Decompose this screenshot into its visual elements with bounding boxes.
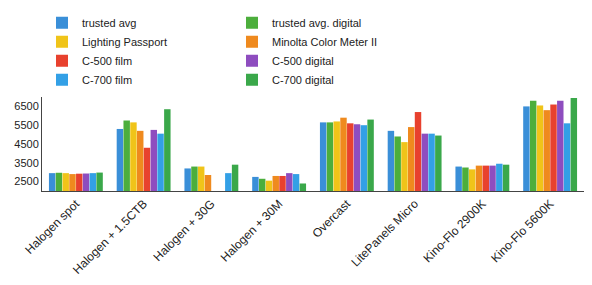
svg-text:Kino-Flo 5600K: Kino-Flo 5600K [488,197,556,265]
svg-text:2500: 2500 [14,175,38,187]
svg-text:trusted avg. digital: trusted avg. digital [272,17,361,29]
svg-text:Halogen + 1.5CTB: Halogen + 1.5CTB [70,197,150,277]
svg-text:3500: 3500 [14,157,38,169]
svg-text:C-500 film: C-500 film [82,55,132,67]
svg-text:C-700 digital: C-700 digital [272,74,334,86]
svg-text:Minolta Color Meter II: Minolta Color Meter II [272,36,377,48]
svg-text:C-500 digital: C-500 digital [272,55,334,67]
svg-text:6500: 6500 [14,100,38,112]
svg-text:Halogen spot: Halogen spot [22,196,82,256]
svg-text:Kino-Flo 2900K: Kino-Flo 2900K [420,197,488,265]
svg-text:LitePanels Micro: LitePanels Micro [348,197,421,270]
svg-text:Halogen + 30M: Halogen + 30M [218,197,286,265]
svg-text:Overcast: Overcast [309,196,353,240]
svg-text:Lighting Passport: Lighting Passport [82,36,167,48]
svg-text:5500: 5500 [14,119,38,131]
svg-text:4500: 4500 [14,138,38,150]
svg-text:trusted avg: trusted avg [82,17,136,29]
svg-text:Halogen + 30G: Halogen + 30G [151,197,218,264]
svg-text:C-700 film: C-700 film [82,74,132,86]
